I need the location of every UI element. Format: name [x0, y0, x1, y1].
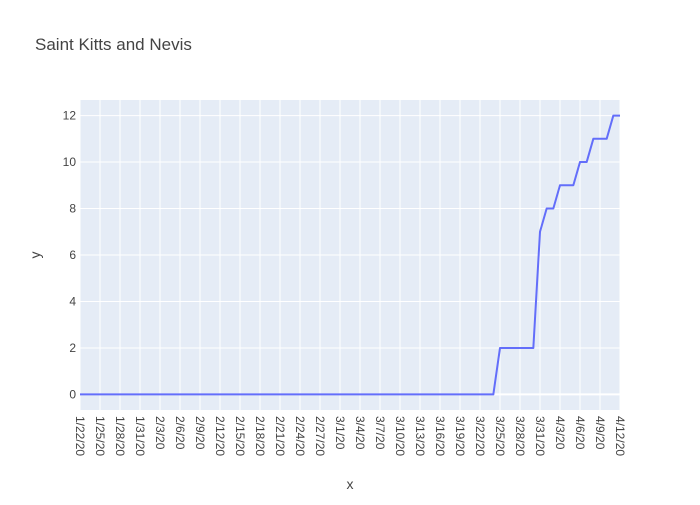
- x-tick-label: 2/15/20: [233, 416, 247, 456]
- x-tick-label: 4/9/20: [593, 416, 607, 450]
- x-tick-label: 4/12/20: [613, 416, 627, 456]
- x-tick-label: 2/21/20: [273, 416, 287, 456]
- x-tick-label: 3/16/20: [433, 416, 447, 456]
- x-axis-ticks: 1/22/20 1/25/20 1/28/20 1/31/20 2/3/20 2/6/20…: [73, 416, 627, 456]
- x-tick-label: 1/31/20: [133, 416, 147, 456]
- y-tick-label: 6: [69, 248, 76, 262]
- x-tick-label: 3/19/20: [453, 416, 467, 456]
- x-tick-label: 3/1/20: [333, 416, 347, 450]
- y-tick-label: 10: [63, 155, 77, 169]
- x-tick-label: 4/3/20: [553, 416, 567, 450]
- x-tick-label: 2/27/20: [313, 416, 327, 456]
- y-axis-label: y: [27, 252, 43, 259]
- x-tick-label: 3/13/20: [413, 416, 427, 456]
- x-tick-label: 3/31/20: [533, 416, 547, 456]
- x-tick-label: 3/25/20: [493, 416, 507, 456]
- x-tick-label: 3/10/20: [393, 416, 407, 456]
- x-tick-label: 1/28/20: [113, 416, 127, 456]
- x-tick-label: 3/22/20: [473, 416, 487, 456]
- x-tick-label: 1/25/20: [93, 416, 107, 456]
- x-tick-label: 3/28/20: [513, 416, 527, 456]
- x-tick-label: 1/22/20: [73, 416, 87, 456]
- x-tick-label: 2/24/20: [293, 416, 307, 456]
- x-tick-label: 4/6/20: [573, 416, 587, 450]
- x-axis-label: x: [347, 476, 354, 492]
- x-tick-label: 2/6/20: [173, 416, 187, 450]
- x-tick-label: 2/12/20: [213, 416, 227, 456]
- y-tick-label: 4: [69, 294, 76, 308]
- x-tick-label: 3/7/20: [373, 416, 387, 450]
- x-tick-label: 2/9/20: [193, 416, 207, 450]
- chart-title: Saint Kitts and Nevis: [35, 35, 192, 54]
- x-tick-label: 3/4/20: [353, 416, 367, 450]
- x-tick-label: 2/3/20: [153, 416, 167, 450]
- y-tick-label: 2: [69, 341, 76, 355]
- x-tick-label: 2/18/20: [253, 416, 267, 456]
- y-tick-label: 0: [69, 387, 76, 401]
- y-tick-label: 12: [63, 109, 77, 123]
- y-tick-label: 8: [69, 202, 76, 216]
- y-axis-ticks: 0 2 4 6 8 10 12: [63, 109, 77, 402]
